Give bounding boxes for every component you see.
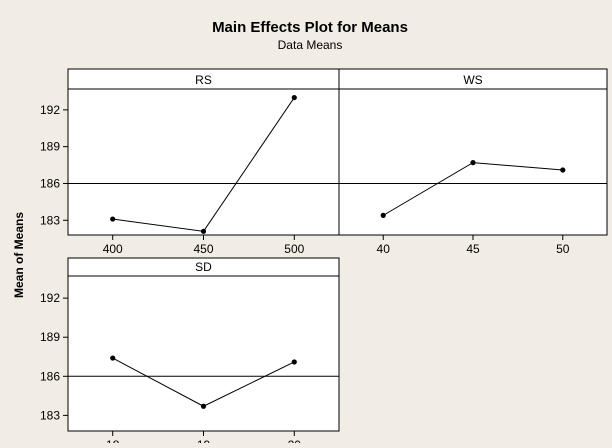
data-point (110, 355, 116, 361)
data-point (560, 167, 566, 173)
y-tick-label: 189 (40, 330, 60, 344)
y-tick-label: 183 (40, 408, 60, 422)
plot-area (67, 88, 340, 236)
y-axis-label: Mean of Means (12, 212, 26, 298)
data-point (291, 359, 297, 365)
panel-ws: WS 40 45 50 (338, 68, 608, 256)
y-tick-label: 186 (40, 369, 60, 383)
panel-header-label: WS (463, 73, 482, 87)
x-tick-label: 450 (193, 242, 213, 256)
panel-sd: SD 183 186 189 192 18 19 20 (40, 257, 340, 448)
x-tick-label: 20 (288, 438, 302, 443)
y-tick-label: 186 (40, 176, 60, 190)
chart-subtitle: Data Means (278, 38, 343, 52)
x-tick-label: 400 (103, 242, 123, 256)
x-tick-label: 40 (377, 242, 391, 256)
panel-header (67, 257, 340, 277)
panel-header-label: SD (195, 260, 212, 274)
chart-title: Main Effects Plot for Means (212, 19, 408, 36)
data-point (291, 94, 297, 101)
data-point (200, 403, 207, 409)
data-point (110, 216, 116, 222)
x-tick-label: 50 (556, 242, 570, 256)
y-tick-label: 189 (40, 140, 60, 154)
y-tick-label: 192 (40, 291, 60, 305)
data-point (380, 212, 386, 218)
panel-rs: RS 183 186 189 192 400 450 500 (40, 68, 340, 256)
x-tick-label: 19 (197, 438, 211, 443)
panels-group: RS 183 186 189 192 400 450 500 WS 40 45 50 SD 183 186 1… (40, 68, 608, 448)
y-tick-label: 192 (40, 103, 60, 117)
y-tick-label: 183 (40, 213, 60, 227)
panel-header (338, 68, 608, 90)
x-tick-label: 500 (284, 242, 304, 256)
x-tick-label: 18 (106, 438, 120, 443)
data-point (470, 160, 476, 166)
x-tick-label: 45 (466, 242, 480, 256)
panel-header-label: RS (195, 73, 212, 87)
data-point (200, 228, 207, 234)
